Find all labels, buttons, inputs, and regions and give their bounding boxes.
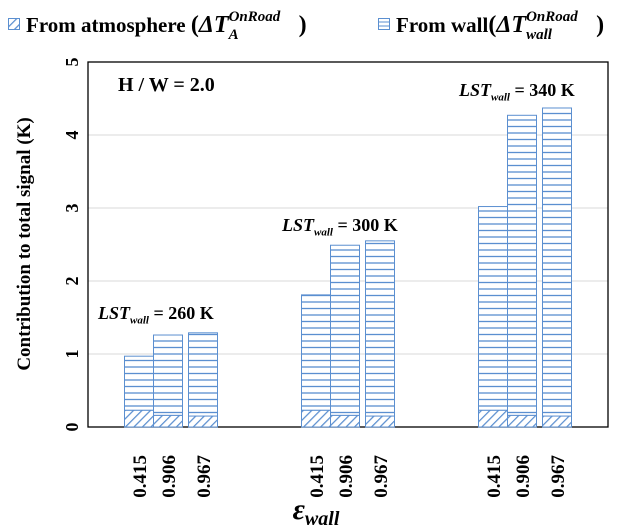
bars bbox=[124, 107, 572, 428]
x-tick-label: 0.415 bbox=[307, 455, 328, 498]
x-tick-label: 0.906 bbox=[336, 455, 357, 498]
lst-value: = 340 K bbox=[509, 80, 575, 100]
y-axis-label: Contribution to total signal (K) bbox=[14, 117, 35, 370]
bar-wall bbox=[365, 240, 395, 417]
y-tick-label: 1 bbox=[62, 350, 82, 359]
lst-value: = 300 K bbox=[332, 215, 398, 235]
hatch-swatch-icon bbox=[8, 18, 20, 30]
y-tick-label: 5 bbox=[62, 58, 82, 67]
bar-wall bbox=[188, 332, 218, 417]
bar-atmosphere bbox=[188, 415, 218, 428]
lst-prefix: LST bbox=[98, 303, 131, 323]
bar-atmosphere bbox=[124, 409, 154, 428]
group-annotation-340: LSTwall = 340 K bbox=[459, 80, 575, 104]
lst-sub: wall bbox=[130, 314, 149, 327]
legend-wall-sup: OnRoad bbox=[526, 9, 578, 25]
bar-wall bbox=[542, 107, 572, 417]
legend-atmosphere-label: From atmosphere bbox=[26, 12, 186, 37]
x-tick-label: 0.906 bbox=[159, 455, 180, 498]
x-tick-label: 0.967 bbox=[548, 455, 569, 498]
bar-atmosphere bbox=[507, 414, 537, 428]
bar-wall bbox=[301, 294, 331, 411]
bar-wall bbox=[507, 114, 537, 416]
bar-wall bbox=[153, 334, 183, 416]
bar-wall bbox=[478, 206, 508, 411]
group-annotation-300: LSTwall = 300 K bbox=[282, 215, 398, 239]
x-tick-label: 0.415 bbox=[484, 455, 505, 498]
bar-atmosphere bbox=[153, 414, 183, 428]
y-tick-label: 3 bbox=[62, 204, 82, 213]
lst-value: = 260 K bbox=[148, 303, 214, 323]
lst-prefix: LST bbox=[459, 80, 492, 100]
legend-atmosphere-sup: OnRoad bbox=[228, 9, 281, 25]
y-tick-label: 0 bbox=[62, 423, 82, 432]
lst-sub: wall bbox=[314, 226, 333, 239]
bar-atmosphere bbox=[365, 415, 395, 428]
y-tick-label: 2 bbox=[62, 277, 82, 286]
y-tick-label: 4 bbox=[62, 131, 82, 140]
y-tick-labels: 0 1 2 3 4 5 bbox=[62, 58, 82, 432]
legend-atmosphere-sub: A bbox=[228, 27, 239, 43]
x-tick-label: 0.415 bbox=[130, 455, 151, 498]
x-tick-label: 0.906 bbox=[513, 455, 534, 498]
legend-wall-sub: wall bbox=[526, 27, 552, 43]
bar-wall bbox=[124, 355, 154, 411]
legend-atmosphere-symbol: ΔT bbox=[198, 11, 229, 38]
legend: From atmosphere (ΔT OnRoad A) From wall(ΔT… bbox=[8, 4, 618, 44]
bar-atmosphere bbox=[301, 409, 331, 428]
x-tick-labels: 0.415 0.906 0.967 0.415 0.906 0.967 0.415 0.906… bbox=[130, 455, 569, 498]
bar-wall bbox=[330, 244, 360, 416]
lines-swatch-icon bbox=[378, 18, 390, 30]
lst-prefix: LST bbox=[282, 215, 315, 235]
x-tick-label: 0.967 bbox=[194, 455, 215, 498]
bar-atmosphere bbox=[478, 409, 508, 428]
hw-ratio-annotation: H / W = 2.0 bbox=[118, 74, 215, 96]
lst-sub: wall bbox=[491, 91, 510, 104]
legend-wall-symbol: ΔT bbox=[496, 11, 527, 38]
bar-atmosphere bbox=[330, 414, 360, 428]
group-annotation-260: LSTwall = 260 K bbox=[98, 303, 214, 327]
legend-wall-label: From wall bbox=[396, 12, 489, 37]
x-axis-label: εwall bbox=[293, 493, 340, 526]
bar-atmosphere bbox=[542, 415, 572, 428]
x-tick-label: 0.967 bbox=[371, 455, 392, 498]
